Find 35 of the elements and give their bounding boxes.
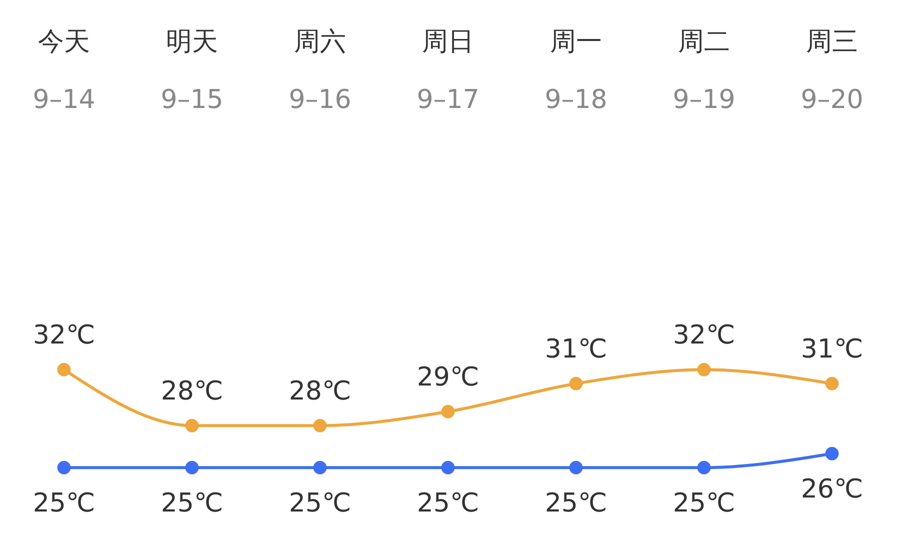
category-label: 周三 9–20 [800,27,864,115]
point [441,404,455,418]
point [441,460,455,474]
data-label: 31℃ [544,334,608,365]
data-label: 28℃ [288,376,352,407]
point [825,376,839,390]
data-label: 25℃ [544,488,608,519]
point [57,362,71,376]
point [313,460,327,474]
category-label: 今天 9–14 [32,27,96,115]
data-label: 25℃ [672,488,736,519]
data-label: 25℃ [160,488,224,519]
category-label: 周六 9–16 [288,27,352,115]
point [825,446,839,460]
category-label: 周二 9–19 [672,27,736,115]
category-label: 明天 9–15 [160,27,224,115]
point [697,460,711,474]
point [57,460,71,474]
point [569,460,583,474]
category-label: 周日 9–17 [416,27,480,115]
point [697,362,711,376]
point [313,418,327,432]
data-label: 32℃ [672,320,736,351]
data-label: 25℃ [288,488,352,519]
category-label: 周一 9–18 [544,27,608,115]
data-label: 32℃ [32,320,96,351]
point [185,418,199,432]
data-label: 25℃ [416,488,480,519]
data-label: 28℃ [160,376,224,407]
data-label: 31℃ [800,334,864,365]
data-label: 29℃ [416,362,480,393]
point [569,376,583,390]
point [185,460,199,474]
data-label: 25℃ [32,488,96,519]
data-label: 26℃ [800,474,864,505]
